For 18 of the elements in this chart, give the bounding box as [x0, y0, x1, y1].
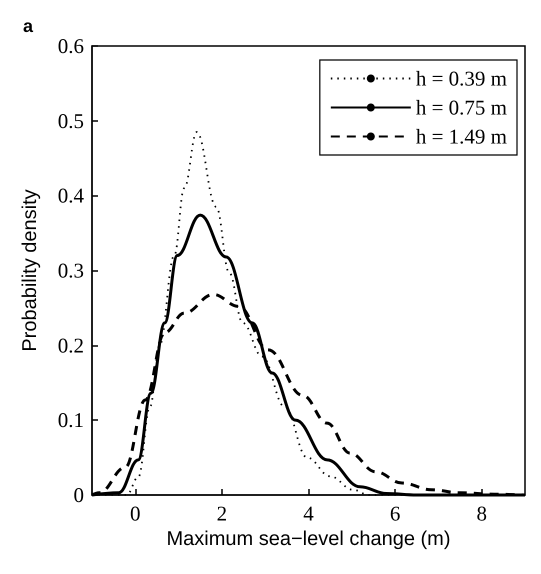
y-tick-label: 0: [74, 483, 84, 507]
x-tick-label: 8: [476, 502, 487, 526]
x-axis-title: Maximum sea−level change (m): [166, 528, 450, 550]
y-tick-label: 0.2: [58, 333, 84, 358]
legend-label: h = 0.39 m: [416, 66, 508, 90]
y-tick-label: 0.5: [58, 108, 84, 133]
x-tick-label: 6: [390, 502, 400, 526]
x-tick-label: 4: [303, 502, 314, 526]
chart-title: a: [23, 16, 34, 36]
x-tick-label: 0: [130, 502, 141, 526]
y-tick-label: 0.4: [58, 184, 84, 208]
y-tick-label: 0.1: [58, 408, 84, 432]
legend-label: h = 1.49 m: [416, 124, 508, 148]
y-tick-label: 0.3: [58, 258, 84, 282]
x-tick-label: 2: [216, 502, 228, 526]
legend-label: h = 0.75 m: [416, 96, 508, 120]
y-tick-label: 0.6: [58, 34, 84, 58]
y-axis-title: Probability density: [19, 189, 41, 352]
